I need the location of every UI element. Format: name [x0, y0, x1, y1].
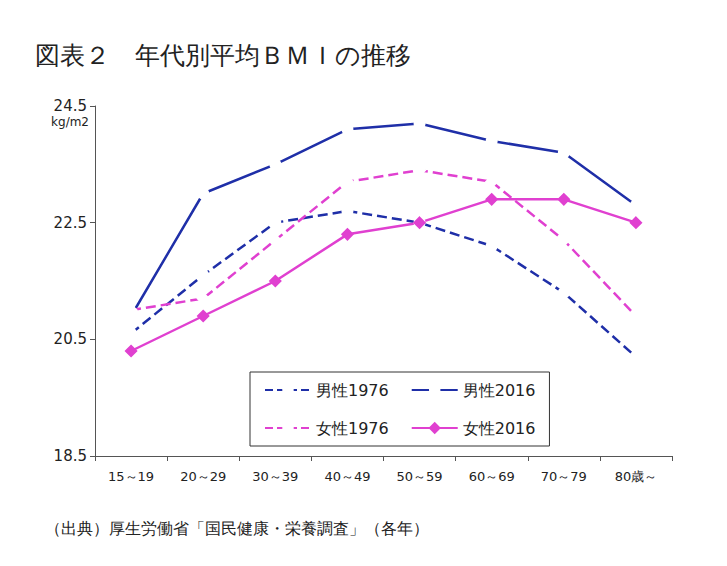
svg-text:15～19: 15～19: [108, 469, 154, 484]
svg-text:20.5: 20.5: [54, 330, 87, 348]
svg-text:男性1976: 男性1976: [316, 381, 389, 400]
svg-text:男性2016: 男性2016: [463, 381, 536, 400]
svg-text:（出典）厚生労働省「国民健康・栄養調査」（各年）: （出典）厚生労働省「国民健康・栄養調査」（各年）: [45, 519, 429, 538]
svg-text:80歳～: 80歳～: [615, 469, 658, 484]
svg-text:24.5: 24.5: [54, 97, 87, 115]
svg-text:22.5: 22.5: [54, 214, 87, 232]
svg-text:20～29: 20～29: [180, 469, 226, 484]
svg-text:70～79: 70～79: [541, 469, 587, 484]
svg-text:図表２ 年代別平均ＢＭＩの推移: 図表２ 年代別平均ＢＭＩの推移: [35, 41, 411, 70]
svg-text:40～49: 40～49: [324, 469, 370, 484]
svg-text:kg/m2: kg/m2: [51, 115, 89, 129]
svg-text:女性2016: 女性2016: [463, 419, 536, 438]
svg-text:女性1976: 女性1976: [316, 419, 389, 438]
svg-text:60～69: 60～69: [469, 469, 515, 484]
svg-text:18.5: 18.5: [54, 447, 87, 465]
svg-text:30～39: 30～39: [252, 469, 298, 484]
svg-text:50～59: 50～59: [397, 469, 443, 484]
